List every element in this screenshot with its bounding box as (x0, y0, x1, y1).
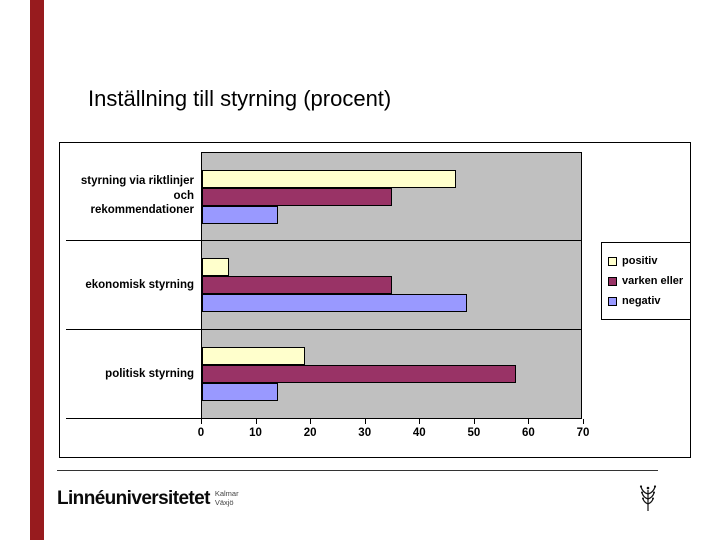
legend-item: positiv (608, 255, 684, 267)
category-row: ekonomisk styrning (66, 241, 582, 330)
chart-legend: positiv varken eller negativ (601, 242, 691, 320)
logo-subtext: Kalmar Växjö (215, 489, 239, 508)
bar-negativ (202, 383, 278, 401)
x-tick-mark (310, 419, 312, 424)
category-label: styrning via riktlinjer och rekommendati… (80, 174, 194, 217)
x-tick-mark (583, 419, 584, 424)
bar-negativ (202, 205, 278, 224)
footer-divider (57, 470, 658, 471)
category-row: styrning via riktlinjer och rekommendati… (66, 152, 582, 241)
bar-positiv (202, 258, 230, 276)
bar-positiv (202, 169, 457, 188)
x-tick-mark (201, 419, 202, 424)
x-tick-label: 30 (358, 427, 372, 439)
x-tick-label: 40 (412, 427, 426, 439)
x-tick-mark (419, 419, 421, 424)
x-tick-label: 60 (522, 427, 535, 439)
x-tick-label: 20 (303, 427, 317, 439)
logo-subtext-line1: Kalmar (214, 489, 239, 498)
x-tick-mark (473, 419, 475, 424)
x-axis: 0 10 20 30 40 50 60 70 (197, 419, 589, 453)
bar-varken-eller (202, 276, 392, 294)
legend-item: varken eller (608, 275, 684, 287)
bar-positiv (202, 347, 305, 365)
legend-swatch (608, 296, 617, 306)
legend-swatch (608, 256, 617, 266)
plot-band (201, 241, 582, 329)
x-tick-label: 70 (576, 427, 590, 439)
bar-varken-eller (202, 187, 392, 206)
legend-swatch (608, 276, 617, 286)
x-tick-label: 50 (467, 427, 481, 439)
x-tick-mark (255, 419, 257, 424)
plot-band (201, 152, 582, 240)
bar-chart: styrning via riktlinjer och rekommendati… (59, 142, 691, 458)
legend-label: positiv (622, 255, 658, 267)
tree-icon (639, 485, 657, 511)
plot-band (201, 330, 582, 418)
category-row: politisk styrning (66, 330, 582, 419)
category-label: politisk styrning (105, 367, 194, 380)
x-tick-mark (528, 419, 530, 424)
category-label: ekonomisk styrning (85, 278, 194, 291)
x-tick-label: 0 (197, 427, 205, 439)
bar-varken-eller (202, 365, 517, 383)
x-tick-mark (364, 419, 366, 424)
bar-negativ (202, 294, 468, 312)
slide-title: Inställning till styrning (procent) (88, 86, 392, 111)
logo-subtext-line2: Växjö (214, 498, 234, 507)
legend-item: negativ (608, 295, 684, 307)
legend-label: negativ (622, 295, 661, 307)
chart-rows: styrning via riktlinjer och rekommendati… (66, 152, 582, 419)
university-logo: Linnéuniversitetet Kalmar Växjö (57, 489, 239, 508)
x-tick-label: 10 (249, 427, 262, 439)
slide-accent-bar (30, 0, 44, 540)
legend-label: varken eller (622, 275, 684, 287)
logo-wordmark: Linnéuniversitetet (57, 488, 210, 509)
